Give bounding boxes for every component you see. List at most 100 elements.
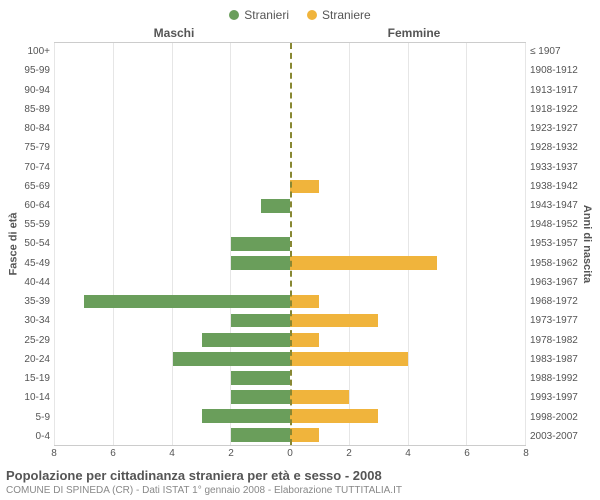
bar-row-female — [290, 62, 525, 81]
age-label: 95-99 — [20, 61, 54, 80]
bar-female — [290, 295, 319, 309]
birth-year-label: 1958-1962 — [526, 254, 580, 273]
birth-year-label: 1953-1957 — [526, 234, 580, 253]
y-axis-title-right: Anni di nascita — [580, 42, 594, 446]
plot-area — [54, 42, 526, 446]
age-label: 85-89 — [20, 100, 54, 119]
plot-row: Fasce di età 100+95-9990-9485-8980-8475-… — [6, 42, 594, 446]
chart-title: Popolazione per cittadinanza straniera p… — [6, 468, 594, 483]
legend-label-female: Straniere — [322, 8, 371, 22]
bar-male — [231, 256, 290, 270]
birth-year-label: 1913-1917 — [526, 80, 580, 99]
bar-row-male — [55, 273, 290, 292]
legend-swatch-male — [229, 10, 239, 20]
legend-item-female: Straniere — [307, 8, 371, 22]
birth-year-label: 1993-1997 — [526, 388, 580, 407]
birth-year-label: ≤ 1907 — [526, 42, 580, 61]
bar-row-male — [55, 62, 290, 81]
bar-female — [290, 180, 319, 194]
bar-row-female — [290, 330, 525, 349]
bar-row-male — [55, 292, 290, 311]
age-label: 15-19 — [20, 369, 54, 388]
plot-half-male — [55, 43, 290, 445]
x-axis-ticks: 864202468 — [54, 448, 526, 462]
bar-row-female — [290, 388, 525, 407]
birth-year-label: 1928-1932 — [526, 138, 580, 157]
age-label: 50-54 — [20, 234, 54, 253]
bar-male — [231, 314, 290, 328]
x-axis: 864202468 — [6, 448, 594, 462]
bar-row-female — [290, 254, 525, 273]
age-label: 90-94 — [20, 80, 54, 99]
bar-female — [290, 409, 378, 423]
birth-year-label: 1963-1967 — [526, 273, 580, 292]
grid-line — [525, 43, 526, 445]
legend-item-male: Stranieri — [229, 8, 289, 22]
bar-row-male — [55, 196, 290, 215]
bar-male — [261, 199, 290, 213]
legend-swatch-female — [307, 10, 317, 20]
birth-year-label: 1938-1942 — [526, 177, 580, 196]
bar-row-female — [290, 139, 525, 158]
age-label: 55-59 — [20, 215, 54, 234]
bar-female — [290, 256, 437, 270]
age-label: 100+ — [20, 42, 54, 61]
age-label: 80-84 — [20, 119, 54, 138]
birth-year-label: 1978-1982 — [526, 331, 580, 350]
bar-row-female — [290, 100, 525, 119]
bar-row-male — [55, 81, 290, 100]
x-tick: 2 — [228, 448, 234, 459]
bar-row-female — [290, 292, 525, 311]
bar-row-male — [55, 177, 290, 196]
bar-row-female — [290, 43, 525, 62]
bar-row-male — [55, 139, 290, 158]
x-tick: 4 — [405, 448, 411, 459]
birth-year-label: 1918-1922 — [526, 100, 580, 119]
bar-row-male — [55, 100, 290, 119]
bar-row-female — [290, 273, 525, 292]
legend: Stranieri Straniere — [6, 8, 594, 22]
bar-row-female — [290, 349, 525, 368]
birth-year-label: 1943-1947 — [526, 196, 580, 215]
age-label: 60-64 — [20, 196, 54, 215]
age-label: 10-14 — [20, 388, 54, 407]
bar-row-female — [290, 234, 525, 253]
bar-row-male — [55, 407, 290, 426]
plot-half-female — [290, 43, 525, 445]
bar-row-male — [55, 426, 290, 445]
bar-male — [173, 352, 291, 366]
age-label: 70-74 — [20, 157, 54, 176]
bar-male — [231, 390, 290, 404]
bar-row-male — [55, 254, 290, 273]
age-label: 5-9 — [20, 407, 54, 426]
x-tick: 6 — [110, 448, 116, 459]
age-label: 35-39 — [20, 292, 54, 311]
birth-year-label: 1948-1952 — [526, 215, 580, 234]
chart-titles: Popolazione per cittadinanza straniera p… — [6, 468, 594, 496]
birth-year-label: 1988-1992 — [526, 369, 580, 388]
age-labels: 100+95-9990-9485-8980-8475-7970-7465-696… — [20, 42, 54, 446]
bar-male — [231, 237, 290, 251]
bar-row-female — [290, 426, 525, 445]
bar-row-male — [55, 215, 290, 234]
population-pyramid-chart: Stranieri Straniere Maschi Femmine Fasce… — [0, 0, 600, 500]
chart-subtitle: COMUNE DI SPINEDA (CR) - Dati ISTAT 1° g… — [6, 485, 594, 496]
bar-row-female — [290, 368, 525, 387]
birth-year-label: 1923-1927 — [526, 119, 580, 138]
x-tick: 2 — [346, 448, 352, 459]
age-label: 65-69 — [20, 177, 54, 196]
bar-row-female — [290, 196, 525, 215]
bar-male — [84, 295, 290, 309]
bar-female — [290, 333, 319, 347]
center-line — [290, 43, 292, 445]
birth-year-label: 1968-1972 — [526, 292, 580, 311]
header-female: Femmine — [294, 26, 534, 40]
bar-row-female — [290, 177, 525, 196]
birth-year-label: 1933-1937 — [526, 157, 580, 176]
birth-year-label: 1973-1977 — [526, 311, 580, 330]
birth-year-label: 1998-2002 — [526, 407, 580, 426]
bar-row-female — [290, 311, 525, 330]
y-axis-title-left: Fasce di età — [6, 42, 20, 446]
bar-male — [202, 409, 290, 423]
bar-row-female — [290, 81, 525, 100]
